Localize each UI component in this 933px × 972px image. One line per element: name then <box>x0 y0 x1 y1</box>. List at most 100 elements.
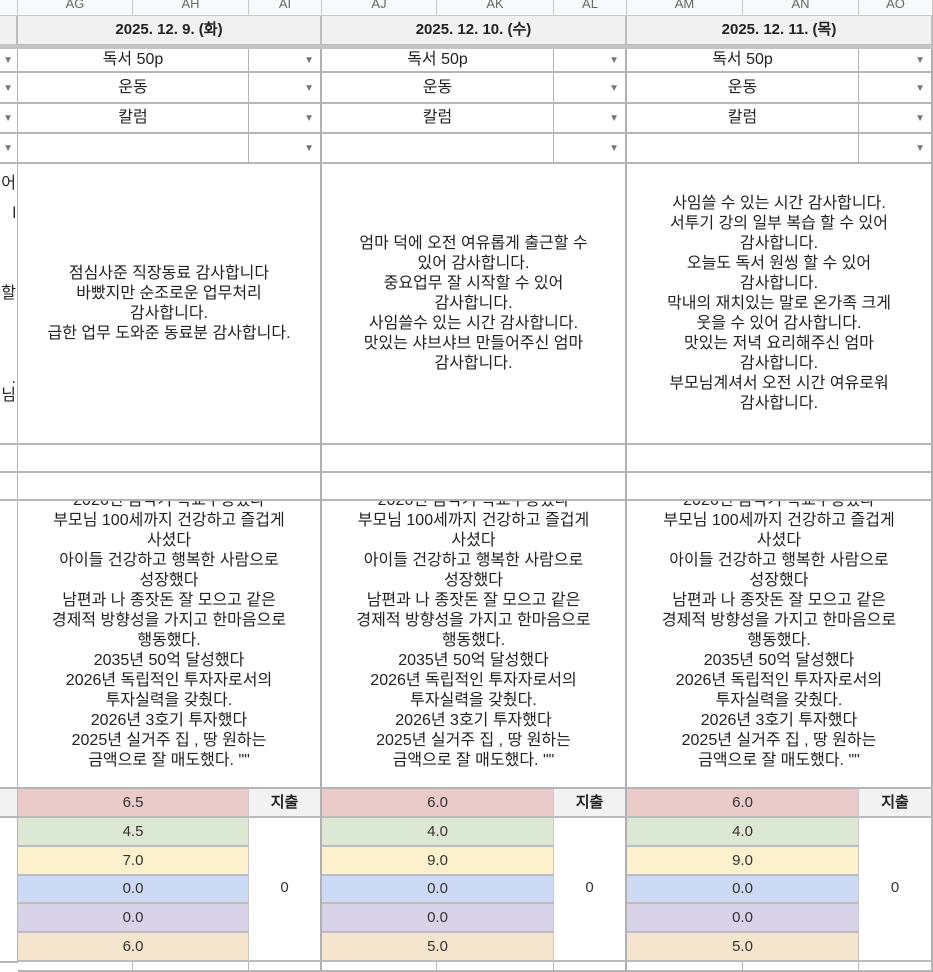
score-cell[interactable]: 7.0 <box>18 847 249 876</box>
score-cell[interactable]: 0.0 <box>18 876 249 904</box>
score-cell[interactable]: 9.0 <box>627 847 859 876</box>
clipped-text: 님 <box>1 387 16 404</box>
dropdown-arrow-icon[interactable]: ▼ <box>0 104 18 134</box>
empty-cell[interactable] <box>627 473 933 501</box>
expense-value[interactable]: 0 <box>859 818 933 962</box>
task-dropdown-value[interactable]: 칼럼 <box>627 104 859 134</box>
task-dropdown-value[interactable]: 독서 50p <box>322 49 554 73</box>
score-cell[interactable]: 6.0 <box>18 933 249 962</box>
column-header[interactable]: AK <box>437 0 554 16</box>
score-cell[interactable]: 0.0 <box>322 904 554 933</box>
expense-label: 지출 <box>554 789 627 818</box>
score-cell[interactable]: 6.0 <box>322 789 554 818</box>
affirmation-cell[interactable]: 2026년 음악기 학교우승했다 부모님 100세까지 건강하고 즐겁게 사셨다… <box>18 501 322 789</box>
gratitude-cell[interactable]: 엄마 덕에 오전 여유롭게 출근할 수 있어 감사합니다. 중요업무 잘 시작할… <box>322 164 627 445</box>
expense-label: 지출 <box>859 789 933 818</box>
column-header[interactable]: AJ <box>322 0 437 16</box>
clipped-text: . <box>11 370 16 387</box>
score-cell[interactable]: 0.0 <box>627 904 859 933</box>
affirmation-text: 2026년 음악기 학교우승했다 부모님 100세까지 건강하고 즐겁게 사셨다… <box>356 501 591 769</box>
empty-cell[interactable] <box>133 962 249 972</box>
expense-label: 지출 <box>249 789 322 818</box>
task-dropdown-value[interactable]: 독서 50p <box>18 49 249 73</box>
empty-cell[interactable] <box>18 445 322 473</box>
score-cell[interactable]: 9.0 <box>322 847 554 876</box>
clipped-text: 할 <box>1 285 16 302</box>
empty-cell[interactable] <box>0 818 18 963</box>
date-header: 2025. 12. 11. (목) <box>627 16 933 45</box>
score-cell[interactable]: 4.0 <box>627 818 859 847</box>
task-dropdown-value[interactable]: 칼럼 <box>322 104 554 134</box>
empty-cell[interactable] <box>322 473 627 501</box>
dropdown-arrow-icon[interactable]: ▼ <box>249 134 322 164</box>
frozen-row-divider[interactable] <box>0 44 933 49</box>
dropdown-arrow-icon[interactable]: ▼ <box>859 49 933 73</box>
dropdown-arrow-icon[interactable]: ▼ <box>859 104 933 134</box>
score-cell[interactable]: 6.5 <box>18 789 249 818</box>
score-label-partial <box>0 789 18 818</box>
task-dropdown-value[interactable] <box>18 134 249 164</box>
score-cell[interactable]: 4.5 <box>18 818 249 847</box>
column-header[interactable]: AG <box>18 0 133 16</box>
task-dropdown-value[interactable] <box>322 134 554 164</box>
dropdown-arrow-icon[interactable]: ▼ <box>859 134 933 164</box>
column-header-corner <box>0 0 18 16</box>
task-dropdown-value[interactable] <box>627 134 859 164</box>
affirmation-text: 2026년 음악기 학교우승했다 부모님 100세까지 건강하고 즐겁게 사셨다… <box>51 501 287 769</box>
dropdown-arrow-icon[interactable]: ▼ <box>0 49 18 73</box>
dropdown-arrow-icon[interactable]: ▼ <box>0 73 18 104</box>
empty-cell[interactable] <box>0 501 18 789</box>
empty-cell[interactable] <box>627 962 743 972</box>
date-header: 2025. 12. 10. (수) <box>322 16 627 45</box>
empty-cell[interactable] <box>322 962 437 972</box>
empty-cell[interactable] <box>0 473 18 501</box>
affirmation-text: 2026년 음악기 학교우승했다 부모님 100세까지 건강하고 즐겁게 사셨다… <box>661 501 897 769</box>
dropdown-arrow-icon[interactable]: ▼ <box>554 134 627 164</box>
task-dropdown-value[interactable]: 운동 <box>627 73 859 104</box>
empty-cell[interactable] <box>18 962 133 972</box>
column-header[interactable]: AI <box>249 0 322 16</box>
empty-cell[interactable] <box>627 445 933 473</box>
column-header[interactable]: AN <box>743 0 859 16</box>
dropdown-arrow-icon[interactable]: ▼ <box>554 49 627 73</box>
gratitude-cell[interactable]: 점심사준 직장동료 감사합니다 바빴지만 순조로운 업무처리 감사합니다. 급한… <box>18 164 322 445</box>
expense-value[interactable]: 0 <box>249 818 322 962</box>
task-dropdown-value[interactable]: 운동 <box>18 73 249 104</box>
affirmation-cell[interactable]: 2026년 음악기 학교우승했다 부모님 100세까지 건강하고 즐겁게 사셨다… <box>627 501 933 789</box>
empty-cell[interactable] <box>322 445 627 473</box>
score-cell[interactable]: 5.0 <box>322 933 554 962</box>
column-header[interactable]: AL <box>554 0 627 16</box>
empty-cell[interactable] <box>437 962 554 972</box>
expense-value[interactable]: 0 <box>554 818 627 962</box>
empty-cell[interactable] <box>859 962 933 972</box>
dropdown-arrow-icon[interactable]: ▼ <box>249 104 322 134</box>
clipped-text: l <box>12 205 16 222</box>
score-cell[interactable]: 0.0 <box>322 876 554 904</box>
column-header[interactable]: AO <box>859 0 933 16</box>
dropdown-arrow-icon[interactable]: ▼ <box>554 104 627 134</box>
score-cell[interactable]: 0.0 <box>627 876 859 904</box>
empty-cell[interactable] <box>554 962 627 972</box>
gratitude-cell[interactable]: 사임쓸 수 있는 시간 감사합니다. 서투기 강의 일부 복습 할 수 있어 감… <box>627 164 933 445</box>
task-dropdown-value[interactable]: 독서 50p <box>627 49 859 73</box>
empty-cell[interactable] <box>18 473 322 501</box>
task-dropdown-value[interactable]: 운동 <box>322 73 554 104</box>
empty-cell[interactable] <box>0 445 18 473</box>
score-cell[interactable]: 0.0 <box>18 904 249 933</box>
empty-cell[interactable] <box>743 962 859 972</box>
dropdown-arrow-icon[interactable]: ▼ <box>859 73 933 104</box>
column-header[interactable]: AH <box>133 0 249 16</box>
dropdown-arrow-icon[interactable]: ▼ <box>249 49 322 73</box>
clipped-text: 어 <box>1 175 16 192</box>
dropdown-arrow-icon[interactable]: ▼ <box>554 73 627 104</box>
task-dropdown-value[interactable]: 칼럼 <box>18 104 249 134</box>
affirmation-cell[interactable]: 2026년 음악기 학교우승했다 부모님 100세까지 건강하고 즐겁게 사셨다… <box>322 501 627 789</box>
column-header[interactable]: AM <box>627 0 743 16</box>
dropdown-arrow-icon[interactable]: ▼ <box>249 73 322 104</box>
empty-cell[interactable] <box>249 962 322 972</box>
score-cell[interactable]: 5.0 <box>627 933 859 962</box>
dropdown-arrow-icon[interactable]: ▼ <box>0 134 18 164</box>
score-cell[interactable]: 4.0 <box>322 818 554 847</box>
score-cell[interactable]: 6.0 <box>627 789 859 818</box>
